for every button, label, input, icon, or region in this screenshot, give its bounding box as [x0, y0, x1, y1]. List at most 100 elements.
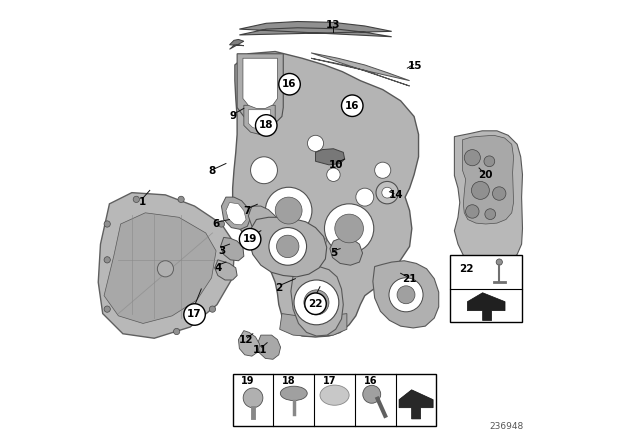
Text: 16: 16 — [364, 376, 377, 386]
Text: 15: 15 — [408, 61, 422, 71]
Polygon shape — [311, 53, 410, 86]
Circle shape — [255, 115, 277, 136]
Circle shape — [397, 286, 415, 304]
Circle shape — [464, 150, 481, 166]
Polygon shape — [243, 58, 277, 108]
Polygon shape — [316, 149, 344, 165]
Text: 2: 2 — [275, 283, 282, 293]
Circle shape — [485, 209, 495, 220]
Text: 16: 16 — [345, 101, 360, 111]
Text: 17: 17 — [323, 376, 337, 386]
Circle shape — [496, 259, 502, 265]
Circle shape — [227, 266, 232, 272]
Text: 12: 12 — [239, 336, 253, 345]
Polygon shape — [248, 110, 271, 129]
Circle shape — [266, 187, 312, 234]
Text: 11: 11 — [253, 345, 268, 355]
Polygon shape — [291, 267, 343, 336]
Circle shape — [184, 304, 205, 325]
Circle shape — [374, 162, 391, 178]
Text: 6: 6 — [212, 219, 220, 229]
Polygon shape — [463, 135, 513, 224]
Text: 9: 9 — [229, 112, 236, 121]
Circle shape — [275, 197, 302, 224]
Polygon shape — [280, 314, 347, 337]
Text: 19: 19 — [241, 376, 255, 386]
Circle shape — [251, 157, 278, 184]
Circle shape — [304, 290, 329, 315]
Polygon shape — [239, 22, 392, 37]
Text: 5: 5 — [330, 248, 337, 258]
Ellipse shape — [320, 385, 349, 405]
Circle shape — [305, 293, 326, 314]
Text: 18: 18 — [259, 121, 273, 130]
Circle shape — [307, 135, 324, 151]
Text: 18: 18 — [282, 376, 296, 386]
Ellipse shape — [280, 386, 307, 401]
Circle shape — [157, 261, 173, 277]
Polygon shape — [257, 335, 280, 359]
Circle shape — [342, 95, 363, 116]
Circle shape — [363, 385, 381, 403]
Circle shape — [104, 257, 110, 263]
Text: 8: 8 — [208, 166, 215, 176]
Text: 1: 1 — [138, 198, 146, 207]
Text: 21: 21 — [403, 274, 417, 284]
Circle shape — [239, 228, 261, 250]
Polygon shape — [454, 131, 522, 265]
FancyBboxPatch shape — [450, 255, 522, 322]
Polygon shape — [221, 237, 244, 261]
Polygon shape — [249, 217, 326, 277]
Circle shape — [484, 156, 495, 167]
Circle shape — [218, 221, 225, 227]
Circle shape — [173, 328, 180, 335]
Text: 17: 17 — [188, 310, 202, 319]
Text: 22: 22 — [459, 263, 473, 274]
Polygon shape — [330, 237, 362, 265]
Text: 14: 14 — [389, 190, 403, 200]
Polygon shape — [239, 331, 260, 356]
Text: 19: 19 — [243, 234, 257, 244]
FancyBboxPatch shape — [232, 374, 436, 426]
Circle shape — [269, 228, 307, 265]
Text: 7: 7 — [244, 206, 251, 215]
Polygon shape — [248, 206, 277, 233]
Polygon shape — [399, 390, 433, 419]
Circle shape — [382, 187, 392, 198]
Circle shape — [276, 235, 299, 258]
Polygon shape — [373, 261, 439, 328]
Text: 16: 16 — [282, 79, 297, 89]
Polygon shape — [230, 39, 244, 49]
Circle shape — [294, 280, 339, 325]
Circle shape — [279, 73, 300, 95]
Circle shape — [492, 187, 506, 200]
Circle shape — [243, 388, 263, 408]
Text: 4: 4 — [214, 263, 221, 273]
Polygon shape — [226, 202, 246, 225]
Polygon shape — [104, 213, 216, 323]
Polygon shape — [244, 105, 275, 134]
Circle shape — [178, 196, 184, 202]
Polygon shape — [98, 193, 235, 338]
Polygon shape — [237, 54, 284, 125]
Text: 10: 10 — [329, 160, 344, 170]
Circle shape — [472, 181, 490, 199]
Circle shape — [104, 306, 110, 312]
Circle shape — [376, 181, 398, 204]
Circle shape — [326, 168, 340, 181]
Text: 3: 3 — [218, 246, 225, 256]
Polygon shape — [296, 234, 326, 253]
Circle shape — [133, 196, 140, 202]
Circle shape — [324, 204, 374, 253]
Circle shape — [356, 188, 374, 206]
Text: 20: 20 — [479, 170, 493, 180]
Circle shape — [209, 306, 216, 312]
Polygon shape — [214, 260, 237, 280]
Polygon shape — [232, 52, 419, 337]
Polygon shape — [221, 197, 250, 229]
Polygon shape — [467, 293, 505, 320]
Text: 13: 13 — [326, 20, 340, 30]
Text: 22: 22 — [308, 299, 323, 309]
Circle shape — [104, 221, 110, 227]
Text: 236948: 236948 — [490, 422, 524, 431]
